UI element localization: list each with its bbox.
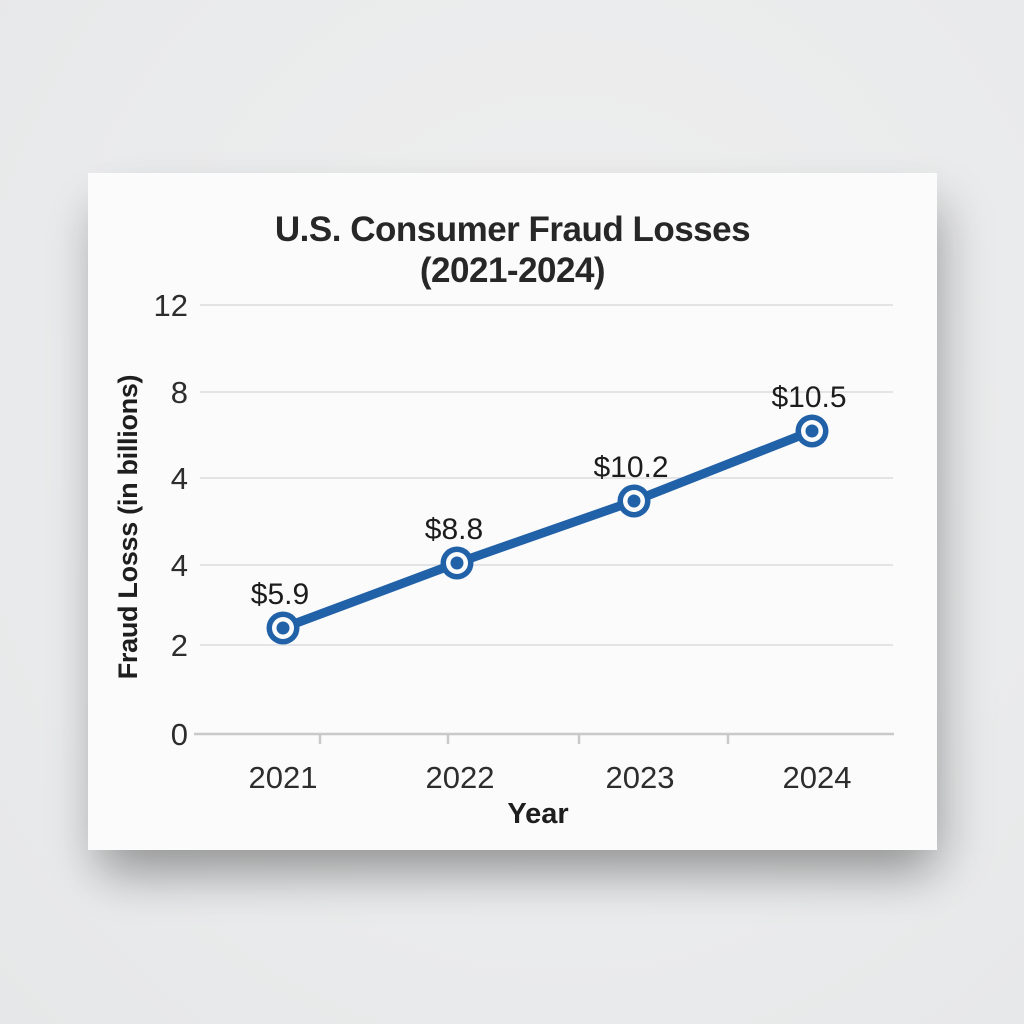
x-axis-title: Year <box>507 798 569 830</box>
y-tick-label-3: 4 <box>171 548 188 583</box>
data-point-dot-2024 <box>805 424 819 438</box>
data-point-dot-2021 <box>276 621 290 635</box>
y-tick-label-5: 0 <box>171 717 188 752</box>
x-tick-label-2022: 2022 <box>426 760 495 795</box>
point-value-label-2023: $10.2 <box>593 451 668 484</box>
point-value-label-2022: $8.8 <box>425 513 483 546</box>
chart-title-line1: U.S. Consumer Fraud Losses <box>274 210 751 249</box>
chart-title: U.S. Consumer Fraud Losses (2021-2024) <box>88 209 937 291</box>
line-chart-plot-area: 12 8 4 4 2 0 2021 2022 2023 2024 $5.9 $8.8 $10.2 $10.… <box>154 288 894 795</box>
point-value-label-2024: $10.5 <box>771 381 846 414</box>
chart-title-line2: (2021-2024) <box>419 251 606 290</box>
y-tick-label-1: 8 <box>171 375 188 410</box>
x-tick-label-2023: 2023 <box>606 760 675 795</box>
data-point-dot-2023 <box>627 494 641 508</box>
y-tick-label-0: 12 <box>154 288 188 323</box>
x-tick-label-2024: 2024 <box>783 760 852 795</box>
x-tick-label-2021: 2021 <box>249 760 318 795</box>
y-tick-label-2: 4 <box>171 461 188 496</box>
point-value-label-2021: $5.9 <box>251 578 309 611</box>
fraud-losses-line <box>278 426 817 633</box>
chart-card: U.S. Consumer Fraud Losses (2021-2024) F… <box>88 173 937 850</box>
y-tick-label-4: 2 <box>171 628 188 663</box>
data-point-dot-2022 <box>450 556 464 570</box>
